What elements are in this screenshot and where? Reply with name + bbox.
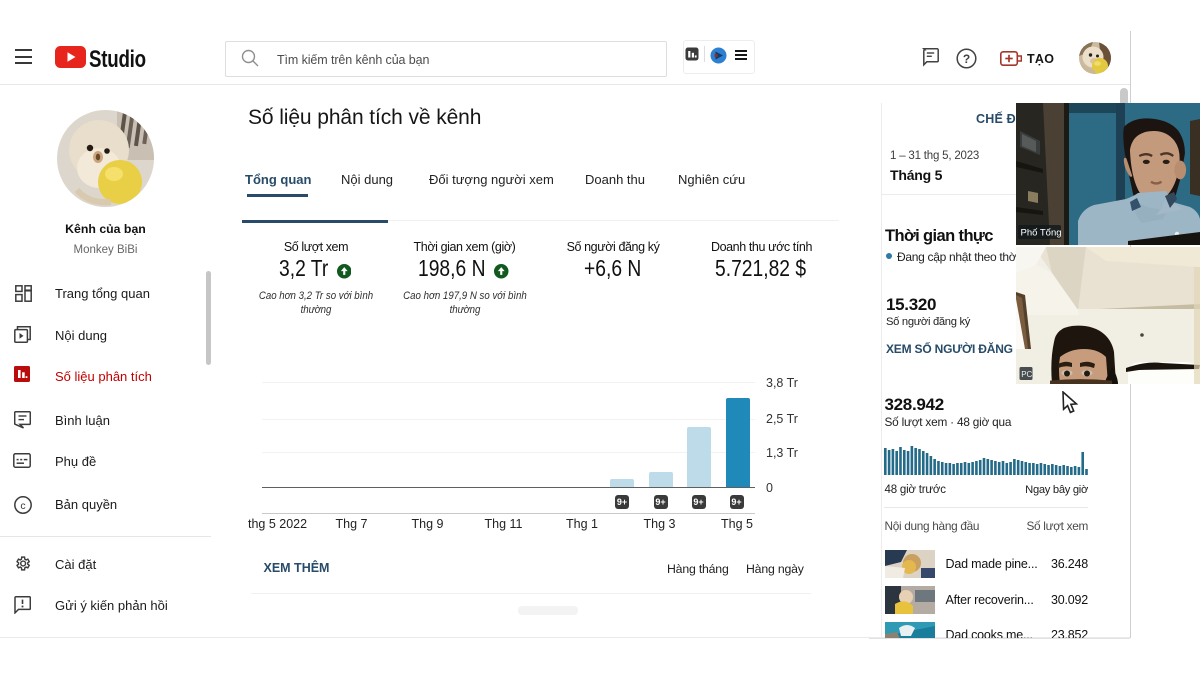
svg-text:Phố Tổng: Phố Tổng: [1021, 228, 1062, 239]
svg-text:c: c: [20, 500, 25, 512]
svg-text:?: ?: [963, 52, 970, 66]
svg-text:PC: PC: [1021, 369, 1032, 378]
